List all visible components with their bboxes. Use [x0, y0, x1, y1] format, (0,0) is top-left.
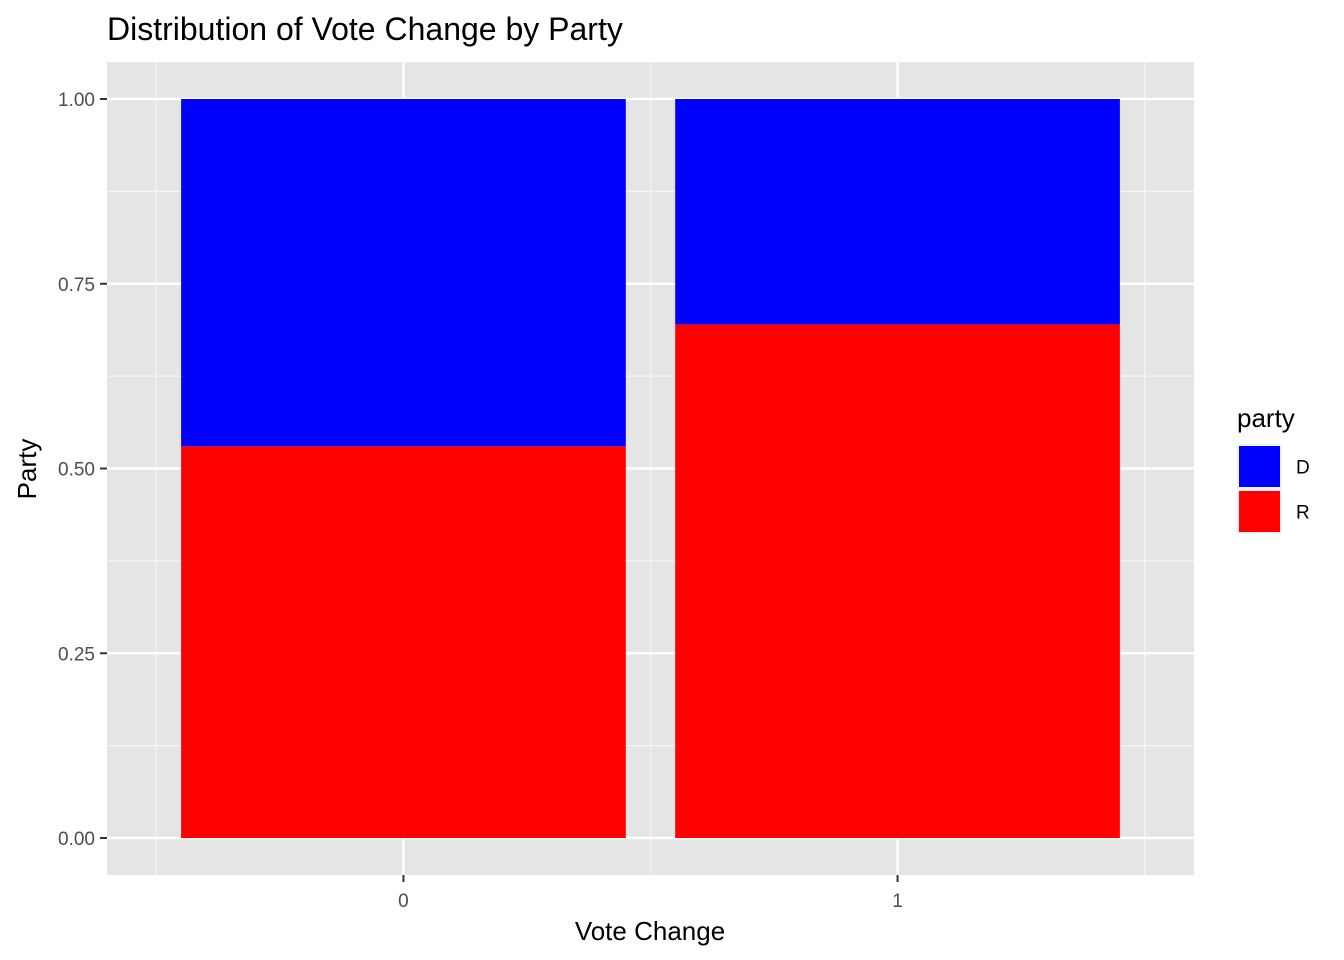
y-tick-label: 1.00: [58, 90, 95, 111]
bars: [181, 99, 1120, 838]
chart-title: Distribution of Vote Change by Party: [107, 11, 623, 47]
y-tick-label: 0.50: [58, 460, 95, 481]
x-axis-title: Vote Change: [575, 916, 725, 946]
x-tick-label: 1: [892, 891, 903, 912]
legend-title: party: [1237, 403, 1295, 433]
bar-R-0: [181, 446, 626, 838]
bar-R-1: [675, 324, 1120, 838]
y-axis-title: Party: [12, 439, 42, 500]
x-tick-label: 0: [398, 891, 409, 912]
legend-label-D: D: [1296, 458, 1310, 479]
y-tick-label: 0.00: [58, 829, 95, 850]
bar-D-1: [675, 99, 1120, 325]
y-tick-label: 0.25: [58, 644, 95, 665]
bar-D-0: [181, 99, 626, 447]
legend-key-D: [1239, 446, 1280, 487]
y-tick-label: 0.75: [58, 275, 95, 296]
legend-key-R: [1239, 491, 1280, 532]
y-axis: 0.00 0.25 0.50 0.75 1.00: [58, 90, 107, 850]
legend: party D R: [1237, 403, 1310, 534]
legend-label-R: R: [1296, 503, 1310, 524]
